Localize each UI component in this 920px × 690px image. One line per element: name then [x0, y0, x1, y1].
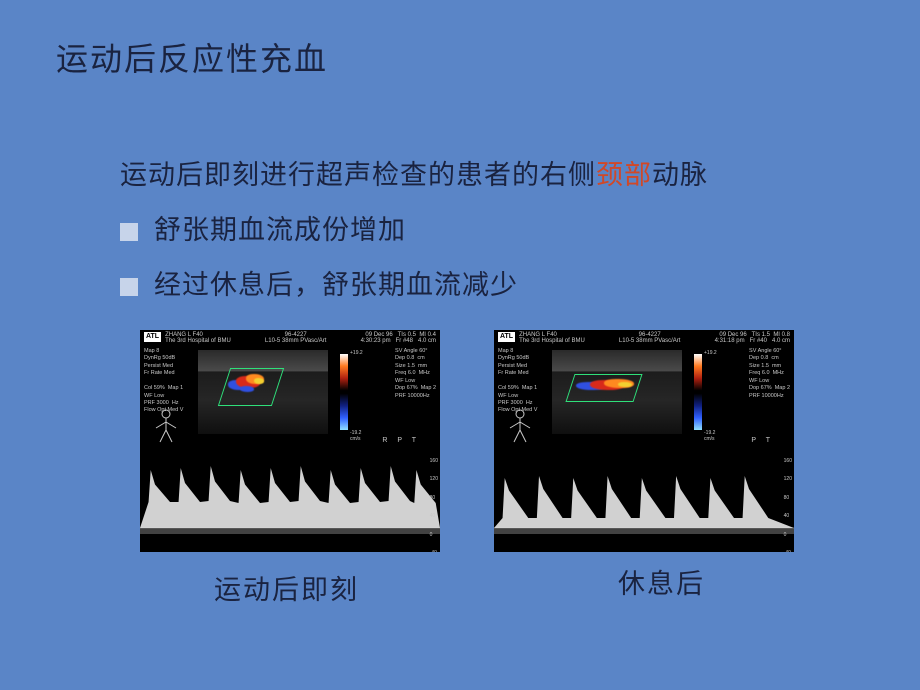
right-params: SV Angle 60° Dep 0.8 cm Size 1.5 mm Freq… — [395, 348, 436, 400]
probe: L10-5 38mm PVasc/Art — [619, 338, 681, 344]
bmode-panel: Map 8 DynRg 50dB Persist Med Fr Rate Med… — [140, 346, 440, 446]
body-marker-icon — [500, 408, 540, 444]
hospital-name: The 3rd Hospital of BMU — [519, 338, 585, 344]
us-header: ATL ZHANG L F40 The 3rd Hospital of BMU … — [140, 330, 440, 344]
ultrasound-left: ATL ZHANG L F40 The 3rd Hospital of BMU … — [140, 330, 440, 552]
description-line: 运动后即刻进行超声检查的患者的右侧颈部动脉 — [120, 148, 708, 203]
exam-time: 4:31:18 pm — [715, 338, 745, 344]
rpt-label: P T — [751, 437, 774, 444]
left-params: Map 8 DynRg 50dB Persist Med Fr Rate Med… — [144, 348, 183, 415]
colorbar-bot: -19.2 cm/s — [704, 430, 715, 442]
slide: 运动后反应性充血 运动后即刻进行超声检查的患者的右侧颈部动脉 舒张期血流成份增加… — [0, 0, 920, 690]
spectral-yaxis: 16012080400-40 — [784, 454, 792, 552]
desc-highlight: 颈部 — [596, 160, 652, 190]
slide-title: 运动后反应性充血 — [56, 34, 328, 80]
desc-post: 动脉 — [652, 160, 708, 190]
colorbar — [694, 354, 702, 430]
bullet-item: 经过休息后，舒张期血流减少 — [120, 258, 708, 313]
colorbar-bot: -19.2 cm/s — [350, 430, 361, 442]
depth: 4.0 cm — [772, 338, 790, 344]
colorbar-top: +19.2 — [704, 350, 717, 356]
spectral-doppler: 16012080400-40 — [494, 454, 794, 552]
ultrasound-right: ATL ZHANG L F40 The 3rd Hospital of BMU … — [494, 330, 794, 552]
spectral-yaxis: 16012080400-40 — [430, 454, 438, 552]
rpt-label: R P T — [382, 437, 420, 444]
frame: Fr #40 — [750, 338, 767, 344]
caption-right: 休息后 — [618, 562, 705, 601]
bullet-text: 舒张期血流成份增加 — [154, 203, 406, 258]
frame: Fr #48 — [396, 338, 413, 344]
probe: L10-5 38mm PVasc/Art — [265, 338, 327, 344]
bmode-panel: Map 8 DynRg 50dB Persist Med Fr Rate Med… — [494, 346, 794, 446]
body-marker-icon — [146, 408, 186, 444]
bullet-icon — [120, 278, 138, 296]
caption-left: 运动后即刻 — [214, 568, 359, 607]
desc-pre: 运动后即刻进行超声检查的患者的右侧 — [120, 160, 596, 190]
depth: 4.0 cm — [418, 338, 436, 344]
exam-time: 4:30:23 pm — [361, 338, 391, 344]
left-params: Map 8 DynRg 50dB Persist Med Fr Rate Med… — [498, 348, 537, 415]
colorbar-top: +19.2 — [350, 350, 363, 356]
atl-logo: ATL — [144, 332, 161, 342]
bullet-text: 经过休息后，舒张期血流减少 — [154, 258, 518, 313]
bullet-icon — [120, 223, 138, 241]
right-params: SV Angle 60° Dep 0.8 cm Size 1.5 mm Freq… — [749, 348, 790, 400]
colorbar — [340, 354, 348, 430]
spectral-doppler: 16012080400-40 — [140, 454, 440, 552]
slide-body: 运动后即刻进行超声检查的患者的右侧颈部动脉 舒张期血流成份增加 经过休息后，舒张… — [120, 148, 708, 313]
hospital-name: The 3rd Hospital of BMU — [165, 338, 231, 344]
atl-logo: ATL — [498, 332, 515, 342]
bullet-item: 舒张期血流成份增加 — [120, 203, 708, 258]
us-header: ATL ZHANG L F40 The 3rd Hospital of BMU … — [494, 330, 794, 344]
